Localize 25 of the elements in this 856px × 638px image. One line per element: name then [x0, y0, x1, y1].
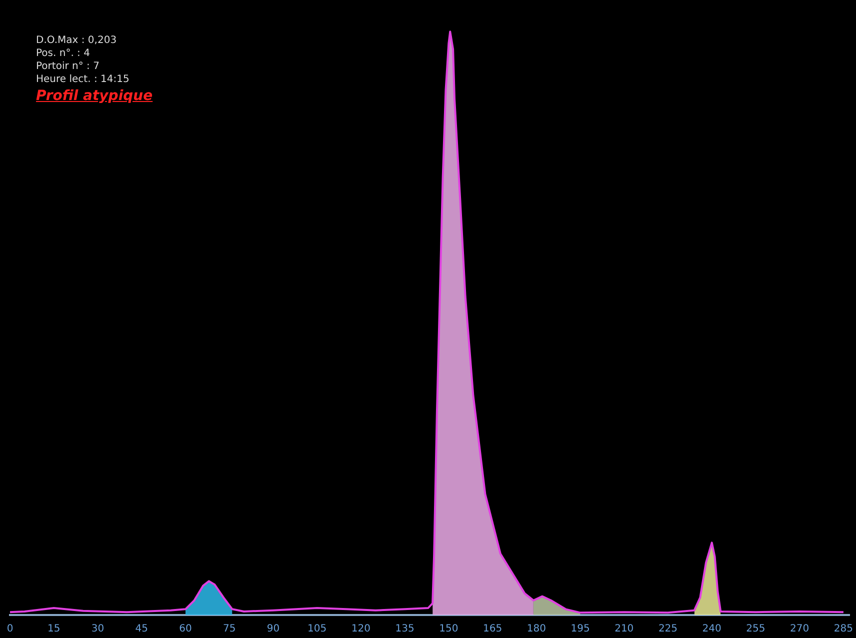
x-tick-label: 255 [746, 624, 766, 635]
x-tick-label: 270 [790, 624, 810, 635]
x-tick-label: 135 [395, 624, 414, 635]
x-tick-label: 285 [834, 624, 854, 635]
x-tick-label: 90 [266, 624, 280, 635]
x-tick-label: 180 [526, 624, 546, 635]
x-tick-label: 210 [614, 624, 634, 635]
x-tick-label: 30 [91, 624, 104, 635]
x-tick-label: 45 [135, 624, 148, 635]
x-tick-label: 165 [482, 624, 502, 635]
annotation: Pos. n°. : 4 [36, 47, 91, 60]
x-tick-label: 120 [351, 624, 370, 635]
x-tick-label: 0 [6, 624, 14, 635]
x-tick-label: 240 [702, 624, 722, 635]
annotation: Heure lect. : 14:15 [36, 73, 130, 86]
x-tick-label: 150 [439, 624, 458, 635]
x-tick-label: 15 [48, 624, 60, 635]
x-tick-label: 75 [222, 624, 236, 635]
annotation: Profil atypique [36, 88, 153, 104]
x-tick-label: 225 [658, 624, 678, 635]
x-tick-label: 195 [570, 624, 590, 635]
x-tick-label: 105 [308, 624, 327, 635]
annotation: Portoir n° : 7 [36, 60, 100, 73]
annotation: D.O.Max : 0,203 [36, 34, 118, 47]
x-tick-label: 60 [179, 624, 192, 635]
